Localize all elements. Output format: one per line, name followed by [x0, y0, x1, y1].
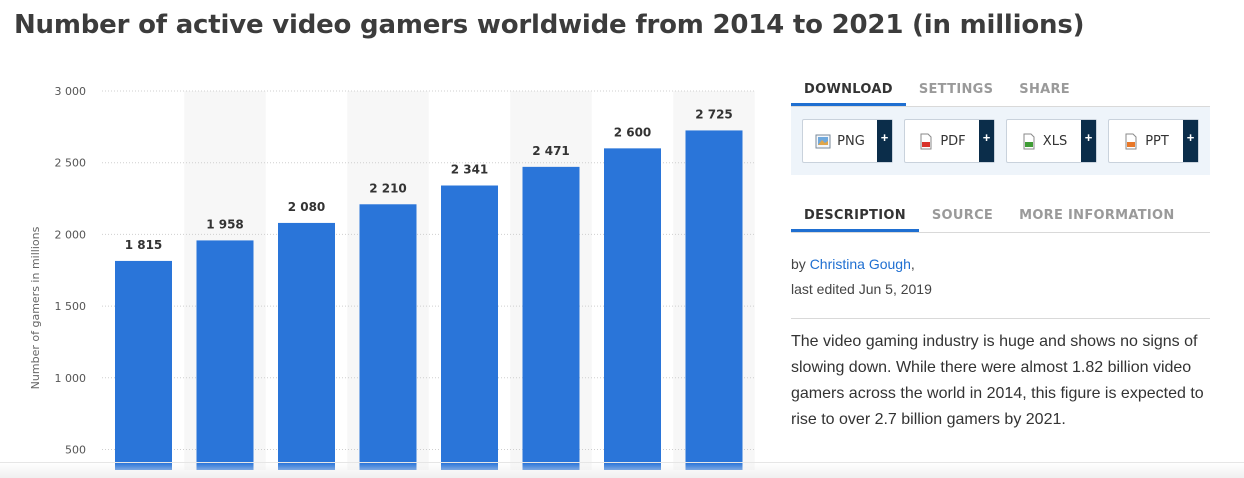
xls-label: XLS	[1042, 133, 1068, 149]
bar	[685, 130, 743, 470]
tab-settings[interactable]: SETTINGS	[918, 82, 994, 97]
download-options: PNG + PDF + XLS +	[791, 107, 1210, 175]
data-label: 2 341	[451, 163, 489, 177]
side-panel: DOWNLOAD SETTINGS SHARE PNG + PDF	[791, 70, 1210, 433]
tab-download[interactable]: DOWNLOAD	[791, 82, 906, 106]
png-plus-icon[interactable]: +	[877, 120, 892, 162]
bar	[522, 166, 580, 470]
info-tabs: DESCRIPTION SOURCE MORE INFORMATION	[791, 196, 1210, 233]
data-label: 2 471	[532, 144, 570, 158]
data-label: 2 210	[369, 181, 407, 195]
data-label: 2 725	[695, 107, 733, 121]
tab-share[interactable]: SHARE	[1019, 82, 1070, 97]
y-tick-label: 2 500	[55, 157, 87, 170]
y-tick-label: 1 500	[55, 300, 87, 313]
pdf-file-icon	[920, 133, 932, 149]
ppt-plus-icon[interactable]: +	[1183, 120, 1198, 162]
download-ppt-button[interactable]: PPT +	[1108, 119, 1199, 163]
xls-plus-icon[interactable]: +	[1081, 120, 1096, 162]
bar	[278, 222, 335, 470]
download-xls-button[interactable]: XLS +	[1006, 119, 1097, 163]
bar	[196, 240, 254, 470]
data-label: 2 600	[614, 125, 652, 139]
pdf-label: PDF	[940, 133, 966, 149]
tab-more-information[interactable]: MORE INFORMATION	[1019, 208, 1175, 223]
bar	[359, 204, 417, 470]
pdf-plus-icon[interactable]: +	[979, 120, 994, 162]
y-tick-label: 500	[65, 444, 86, 457]
page-title: Number of active video gamers worldwide …	[14, 10, 1085, 40]
ppt-label: PPT	[1145, 133, 1169, 149]
xls-file-icon	[1023, 133, 1035, 149]
author-prefix: by	[791, 256, 810, 272]
data-label: 1 815	[125, 238, 163, 252]
last-edited: last edited Jun 5, 2019	[791, 281, 932, 297]
author-suffix: ,	[910, 256, 915, 272]
y-tick-label: 1 000	[55, 372, 87, 385]
bar-chart: 500 1 000 1 500 2 000 2 500 3 000 Number of ga…	[29, 85, 755, 470]
data-label: 2 080	[288, 200, 326, 214]
tab-description[interactable]: DESCRIPTION	[791, 208, 919, 232]
author-block: by Christina Gough, last edited Jun 5, 2…	[791, 252, 1210, 302]
data-label: 1 958	[206, 217, 244, 231]
bar	[604, 148, 661, 470]
y-tick-label: 2 000	[55, 228, 87, 241]
png-label: PNG	[837, 133, 865, 149]
tab-source[interactable]: SOURCE	[931, 208, 994, 223]
ppt-file-icon	[1125, 133, 1137, 149]
download-pdf-button[interactable]: PDF +	[904, 119, 995, 163]
description-text: The video gaming industry is huge and sh…	[791, 333, 1204, 428]
y-tick-label: 3 000	[55, 85, 87, 98]
y-axis-label: Number of gamers in millions	[29, 226, 42, 389]
bar	[441, 185, 498, 470]
bottom-scroll-shadow	[0, 462, 1244, 478]
divider	[791, 318, 1210, 319]
png-file-icon	[815, 134, 831, 148]
author-link[interactable]: Christina Gough	[809, 256, 911, 272]
download-tabs: DOWNLOAD SETTINGS SHARE	[791, 70, 1210, 107]
download-png-button[interactable]: PNG +	[802, 119, 893, 163]
bar	[115, 260, 172, 470]
